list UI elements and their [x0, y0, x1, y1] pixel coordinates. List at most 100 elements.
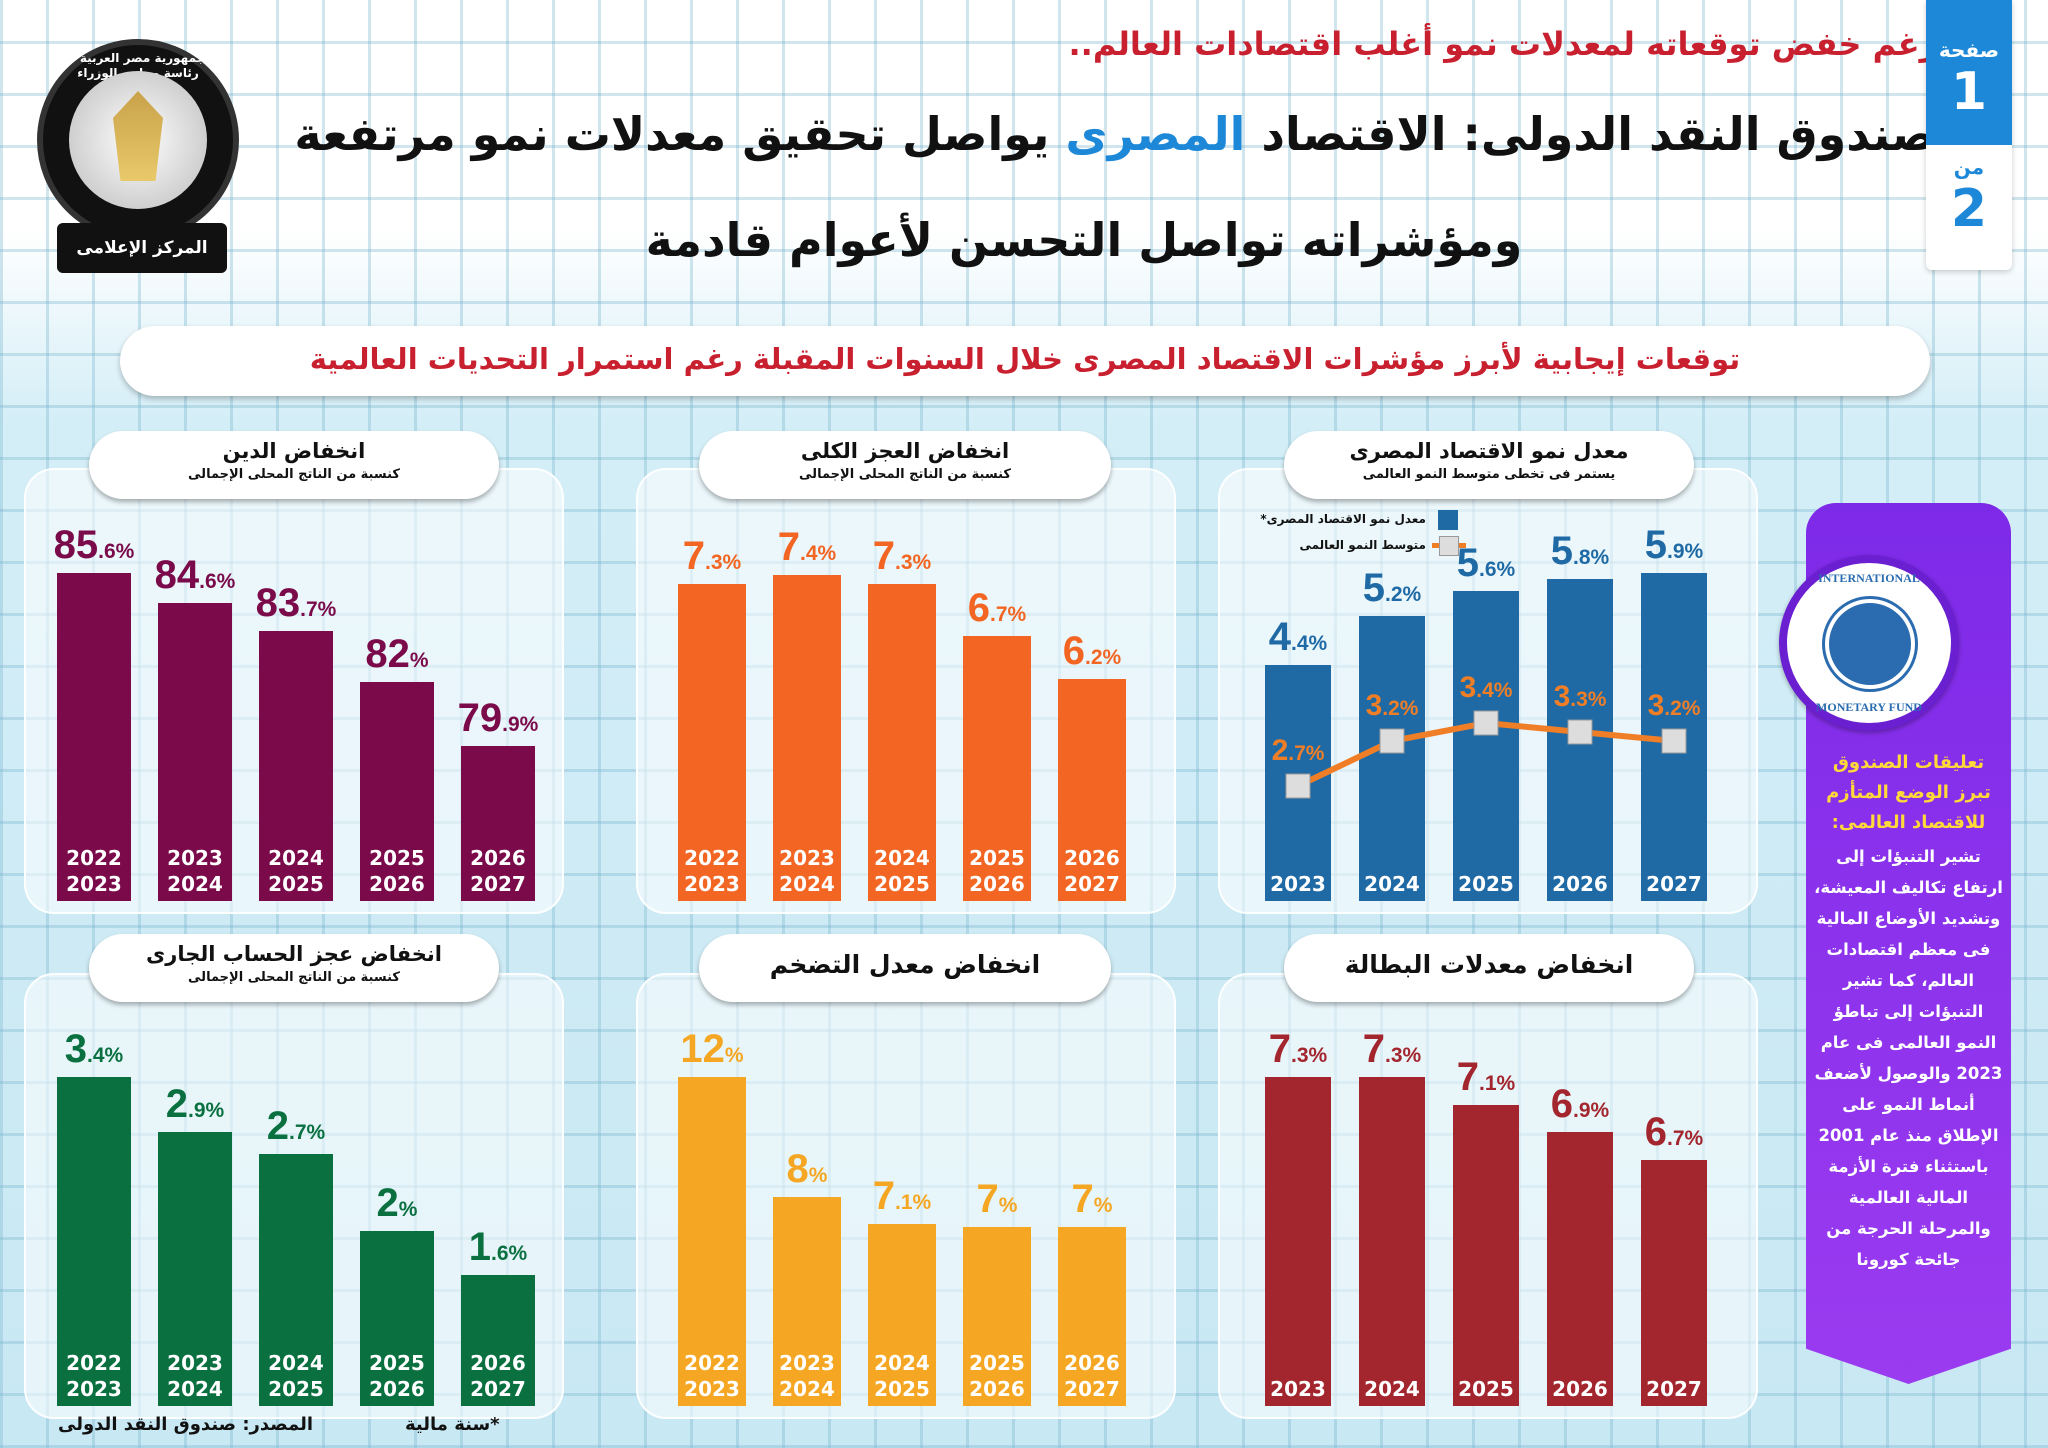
inflation-chart-title: انخفاض معدل التضخم: [699, 934, 1111, 1002]
value-label: 12%: [680, 1027, 744, 1071]
main-title-line2: ومؤشراته تواصل التحسن لأعوام قادمة: [645, 213, 1523, 267]
bar: 2022 2023: [57, 1077, 131, 1406]
section-banner: توقعات إيجابية لأبرز مؤشرات الاقتصاد الم…: [120, 326, 1930, 396]
title-part2: يواصل تحقيق معدلات نمو مرتفعة: [294, 107, 1050, 161]
value-label: 84.6%: [154, 553, 236, 598]
growth-chart-panel: معدل نمو الاقتصاد المصرى* متوسط النمو ال…: [1218, 468, 1758, 914]
bar: 2026 2027: [1058, 679, 1126, 901]
value-label: 7.4%: [777, 525, 837, 569]
year-label: 2024 2025: [874, 845, 930, 896]
value-label: 4.4%: [1268, 615, 1328, 659]
year-label: 2026: [1552, 871, 1608, 896]
bar: 2023 2024: [773, 575, 841, 901]
year-label: 2025: [1458, 871, 1514, 896]
imf-logo-text-bottom: MONETARY FUND: [1816, 700, 1922, 714]
page-total: 2: [1950, 179, 1988, 239]
year-label: 2022 2023: [66, 846, 122, 896]
bar: 2023: [1265, 1077, 1331, 1406]
year-label: 2024 2025: [268, 1351, 324, 1401]
side-body: تشير التنبؤات إلى ارتفاع تكاليف المعيشة،…: [1814, 847, 2003, 1269]
chart-title: انخفاض الدين: [222, 439, 366, 463]
legend-bar-swatch: [1438, 510, 1458, 530]
value-label: 1.6%: [468, 1225, 528, 1269]
imf-logo-text-top: INTERNATIONAL: [1818, 571, 1920, 585]
value-label: 6.9%: [1550, 1082, 1610, 1127]
cabinet-media-center-logo: جمهورية مصر العربية - رئاسة مجلس الوزراء…: [37, 39, 239, 273]
year-label: 2024 2025: [268, 845, 324, 896]
eagle-emblem-icon: [69, 71, 207, 209]
value-label: 83.7%: [255, 580, 337, 625]
value-label: 82%: [365, 632, 429, 677]
value-label: 5.8%: [1550, 529, 1610, 574]
year-label: 2024 2025: [874, 1351, 930, 1401]
value-label: 6.7%: [967, 585, 1027, 630]
value-label: 3.4%: [64, 1027, 124, 1071]
value-label: 7.3%: [1268, 1027, 1328, 1071]
main-title-line1: صندوق النقد الدولى: الاقتصاد المصرى يواص…: [260, 104, 1936, 164]
world-growth-label: 3.4%: [1459, 671, 1513, 704]
value-label: 6.2%: [1062, 629, 1122, 673]
chart-subtitle: كنسبة من الناتج المحلى الإجمالى: [799, 467, 1011, 482]
deficit-chart-title: انخفاض العجز الكلى كنسبة من الناتج المحلى…: [699, 431, 1111, 499]
year-label: 2022 2023: [66, 1351, 122, 1401]
world-growth-line-chart: [1285, 710, 1687, 799]
chart-title: انخفاض العجز الكلى: [800, 439, 1010, 463]
value-label: 85.6%: [53, 523, 135, 567]
bar: 2025 2026: [360, 682, 434, 901]
bar: 2024: [1359, 615, 1425, 901]
year-label: 2026: [1552, 1376, 1608, 1401]
title-highlight: المصرى: [1065, 107, 1246, 161]
bar: 2022 2023: [678, 583, 746, 901]
chart-subtitle: كنسبة من الناتج المحلى الإجمالى: [188, 467, 400, 482]
bar: 2022 2023: [57, 573, 131, 901]
year-label: 2023 2024: [779, 1351, 835, 1401]
page-number: 1: [1950, 62, 1988, 122]
fiscal-year-note: *سنة مالية: [405, 1414, 500, 1435]
side-heading: تعليقات الصندوق تبرز الوضع المتأزم للاقت…: [1826, 752, 1991, 833]
bar: 2026 2027: [1058, 1227, 1126, 1406]
of-label: من: [1953, 155, 1985, 179]
value-label: 8%: [786, 1147, 828, 1191]
year-label: 2023 2024: [779, 846, 835, 896]
year-label: 2026 2027: [1064, 1351, 1120, 1401]
year-label: 2023: [1270, 1377, 1326, 1401]
imf-logo: INTERNATIONAL MONETARY FUND: [1779, 555, 1959, 731]
chart-title: انخفاض عجز الحساب الجارى: [146, 942, 442, 966]
source-note: المصدر: صندوق النقد الدولى: [58, 1414, 314, 1435]
value-label: 5.2%: [1362, 565, 1422, 610]
value-label: 5.6%: [1456, 541, 1516, 586]
year-label: 2024: [1364, 1377, 1420, 1401]
legend-marker-swatch: [1439, 536, 1459, 556]
value-label: 7.1%: [1456, 1054, 1516, 1099]
value-label: 2%: [376, 1181, 418, 1225]
year-label: 2025 2026: [969, 845, 1025, 896]
world-growth-label: 3.3%: [1553, 680, 1607, 713]
value-label: 2.7%: [266, 1104, 326, 1148]
bar: 2024 2025: [868, 1224, 936, 1406]
year-label: 2025: [1458, 1376, 1514, 1401]
year-label: 2026 2027: [1064, 846, 1120, 896]
legend-world-growth: متوسط النمو العالمى: [1299, 538, 1426, 552]
world-growth-label: 2.7%: [1271, 734, 1325, 767]
world-growth-label: 3.2%: [1647, 689, 1701, 722]
page-badge: صفحة 1 من 2: [1926, 0, 2012, 270]
growth-chart-title: معدل نمو الاقتصاد المصرى يستمر فى تخطى مت…: [1284, 431, 1694, 499]
bar: 2026 2027: [461, 1275, 535, 1406]
value-label: 7%: [1071, 1177, 1113, 1221]
bar: 2024: [1359, 1077, 1425, 1406]
year-label: 2025 2026: [369, 845, 425, 896]
bar: 2025 2026: [963, 635, 1031, 901]
bar: 2022 2023: [678, 1077, 746, 1406]
value-label: 79.9%: [457, 696, 539, 740]
bar: 2023 2024: [773, 1197, 841, 1406]
bar: 2024 2025: [868, 583, 936, 901]
bar: 2024 2025: [259, 1154, 333, 1406]
value-label: 5.9%: [1644, 523, 1704, 567]
value-label: 7.3%: [872, 533, 932, 578]
chart-subtitle: يستمر فى تخطى متوسط النمو العالمى: [1362, 467, 1616, 482]
world-growth-marker: [1285, 773, 1311, 799]
chart-subtitle: كنسبة من الناتج المحلى الإجمالى: [188, 970, 400, 985]
year-label: 2025 2026: [369, 1351, 425, 1401]
debt-chart-title: انخفاض الدين كنسبة من الناتج المحلى الإجم…: [89, 431, 499, 499]
